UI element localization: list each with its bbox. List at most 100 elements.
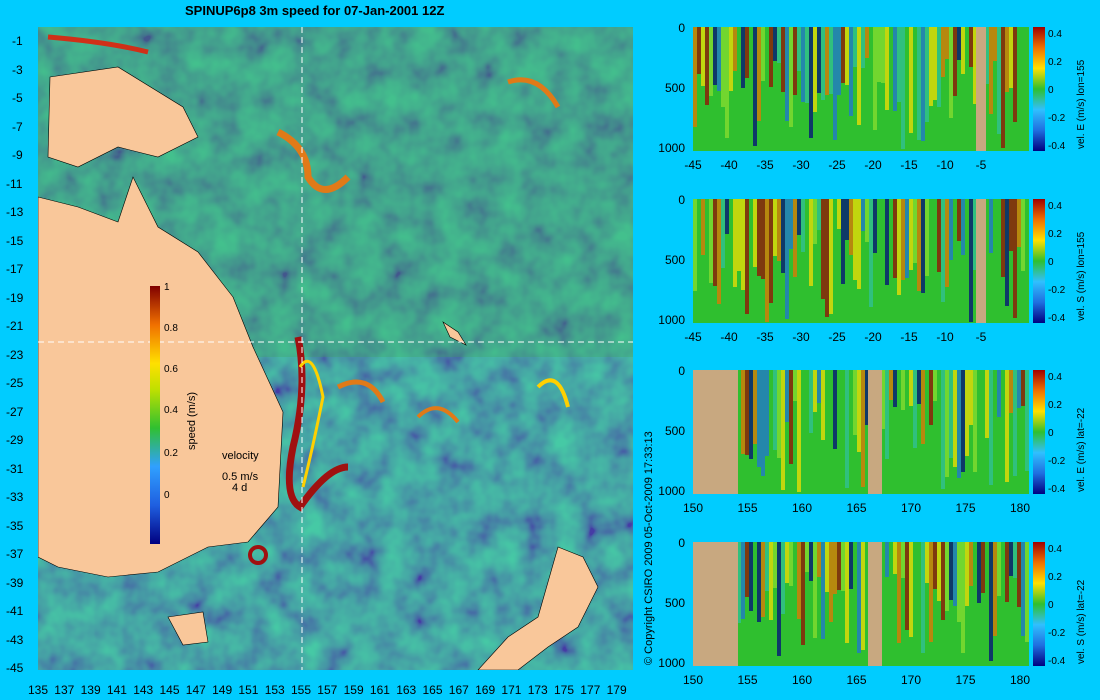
panel-colorbar-tick: 0.4 [1048, 372, 1062, 383]
panel-colorbar-tick: 0.2 [1048, 572, 1062, 583]
panel-depth-label: 1000 [658, 313, 685, 327]
longitude-tick-label: 165 [422, 683, 443, 697]
panel-x-label: 165 [846, 673, 867, 687]
latitude-tick-label: -11 [6, 176, 23, 191]
latitude-tick-label: -9 [12, 148, 23, 162]
colorbar-tick: 0.6 [164, 364, 178, 375]
panel-depth-label: 500 [664, 81, 685, 95]
longitude-tick-label: 173 [527, 683, 548, 697]
panel-x-label: -40 [720, 330, 738, 344]
longitude-tick-label: 147 [185, 683, 206, 697]
panel-colorbar [1033, 542, 1045, 666]
latitude-tick-label: -33 [6, 490, 24, 504]
panel-colorbar-tick: -0.2 [1048, 456, 1066, 467]
panel-x-label: 180 [1009, 501, 1031, 515]
latitude-tick-label: -41 [6, 604, 24, 618]
panel-x-label: -10 [936, 330, 954, 344]
latitude-tick-label: -27 [6, 404, 24, 419]
panel-colorbar [1033, 27, 1045, 151]
latitude-tick-label: -17 [6, 262, 24, 276]
latitude-tick-label: -7 [12, 119, 23, 134]
panel-colorbar-tick: -0.4 [1048, 656, 1066, 667]
latitude-tick-label: -31 [6, 461, 24, 476]
panel-colorbar-tick: -0.4 [1048, 141, 1066, 152]
velocity-key-speed: 0.5 m/s [222, 471, 259, 483]
panel-x-label: 180 [1009, 673, 1031, 687]
colorbar-label: speed (m/s) [186, 391, 198, 450]
panel-colorbar-tick: -0.2 [1048, 628, 1066, 639]
panel-x-label: -15 [900, 330, 918, 344]
panel-x-label: -25 [828, 330, 846, 344]
panel-x-label: -15 [900, 158, 918, 172]
longitude-tick-label: 157 [317, 683, 338, 697]
latitude-tick-label: -21 [6, 319, 24, 333]
panel-x-label: -25 [828, 158, 846, 172]
panel-x-label: 155 [737, 501, 758, 515]
panel-x-label: 170 [900, 501, 922, 515]
longitude-tick-label: 143 [133, 683, 154, 697]
velocity-key-title: velocity [222, 450, 259, 462]
panel-colorbar-tick: 0.4 [1048, 29, 1062, 40]
panel-depth-label: 0 [678, 536, 685, 550]
longitude-tick-label: 139 [80, 683, 101, 697]
panel-x-label: -40 [720, 158, 738, 172]
latitude-tick-label: -13 [6, 205, 24, 219]
panel-x-label: -35 [756, 158, 774, 172]
speed-map [38, 27, 633, 670]
colorbar-tick: 0 [164, 490, 170, 501]
longitude-tick-label: 149 [212, 683, 233, 697]
longitude-tick-label: 171 [501, 683, 522, 697]
panel-x-label: -30 [792, 158, 810, 172]
longitude-tick-label: 135 [28, 683, 49, 697]
panel-depth-label: 500 [664, 596, 685, 610]
panel-x-label: -20 [864, 330, 882, 344]
longitude-tick-label: 155 [291, 683, 312, 697]
latitude-tick-label: -1 [12, 34, 23, 48]
longitude-tick-label: 169 [475, 683, 496, 697]
panel-colorbar-tick: 0.4 [1048, 544, 1062, 555]
panel-depth-label: 1000 [658, 484, 685, 498]
panel-x-label: -5 [975, 330, 987, 344]
panel-depth-label: 0 [678, 364, 685, 378]
panel-x-label: 160 [791, 501, 813, 515]
panel-depth-label: 500 [664, 424, 685, 438]
panel-colorbar-label: vel. E (m/s) lon=155 [1076, 59, 1087, 149]
panel-x-label: -45 [684, 330, 702, 344]
panel-depth-label: 1000 [658, 141, 685, 155]
panel-colorbar-label: vel. S (m/s) lat=-22 [1076, 579, 1087, 664]
panel-x-label: 150 [682, 673, 704, 687]
panel-colorbar-tick: 0 [1048, 428, 1054, 439]
panel-depth-label: 0 [678, 193, 685, 207]
colorbar-tick: 0.2 [164, 448, 178, 459]
panel-vel-e-lon155 [693, 27, 1029, 151]
panel-colorbar-tick: 0.2 [1048, 400, 1062, 411]
panel-x-label: 170 [900, 673, 922, 687]
longitude-tick-label: 161 [369, 683, 390, 697]
panel-colorbar-tick: -0.2 [1048, 285, 1066, 296]
colorbar-tick: 1 [164, 282, 170, 293]
panel-colorbar-label: vel. E (m/s) lat=-22 [1076, 407, 1087, 492]
panel-colorbar-tick: 0.2 [1048, 57, 1062, 68]
panel-x-label: 160 [791, 673, 813, 687]
panel-vel-s-lon155 [693, 199, 1029, 323]
panel-vel-e-lat22 [693, 370, 1029, 494]
latitude-tick-label: -5 [12, 91, 23, 105]
longitude-tick-label: 167 [448, 683, 469, 697]
latitude-tick-label: -19 [6, 290, 24, 305]
panel-colorbar [1033, 199, 1045, 323]
panel-depth-label: 500 [664, 253, 685, 267]
longitude-tick-label: 179 [606, 683, 627, 697]
panel-colorbar-tick: 0 [1048, 600, 1054, 611]
panel-depth-label: 1000 [658, 656, 685, 670]
longitude-tick-label: 159 [343, 683, 364, 697]
panel-x-label: -5 [975, 158, 987, 172]
panel-colorbar-tick: -0.2 [1048, 113, 1066, 124]
velocity-key-time: 4 d [232, 482, 248, 494]
panel-colorbar-tick: 0 [1048, 257, 1054, 268]
panel-colorbar-tick: 0.4 [1048, 201, 1062, 212]
panel-x-label: 165 [846, 501, 867, 515]
panel-x-label: 175 [955, 501, 976, 515]
panel-x-label: -45 [684, 158, 702, 172]
longitude-tick-label: 153 [264, 683, 285, 697]
panel-x-label: 155 [737, 673, 758, 687]
